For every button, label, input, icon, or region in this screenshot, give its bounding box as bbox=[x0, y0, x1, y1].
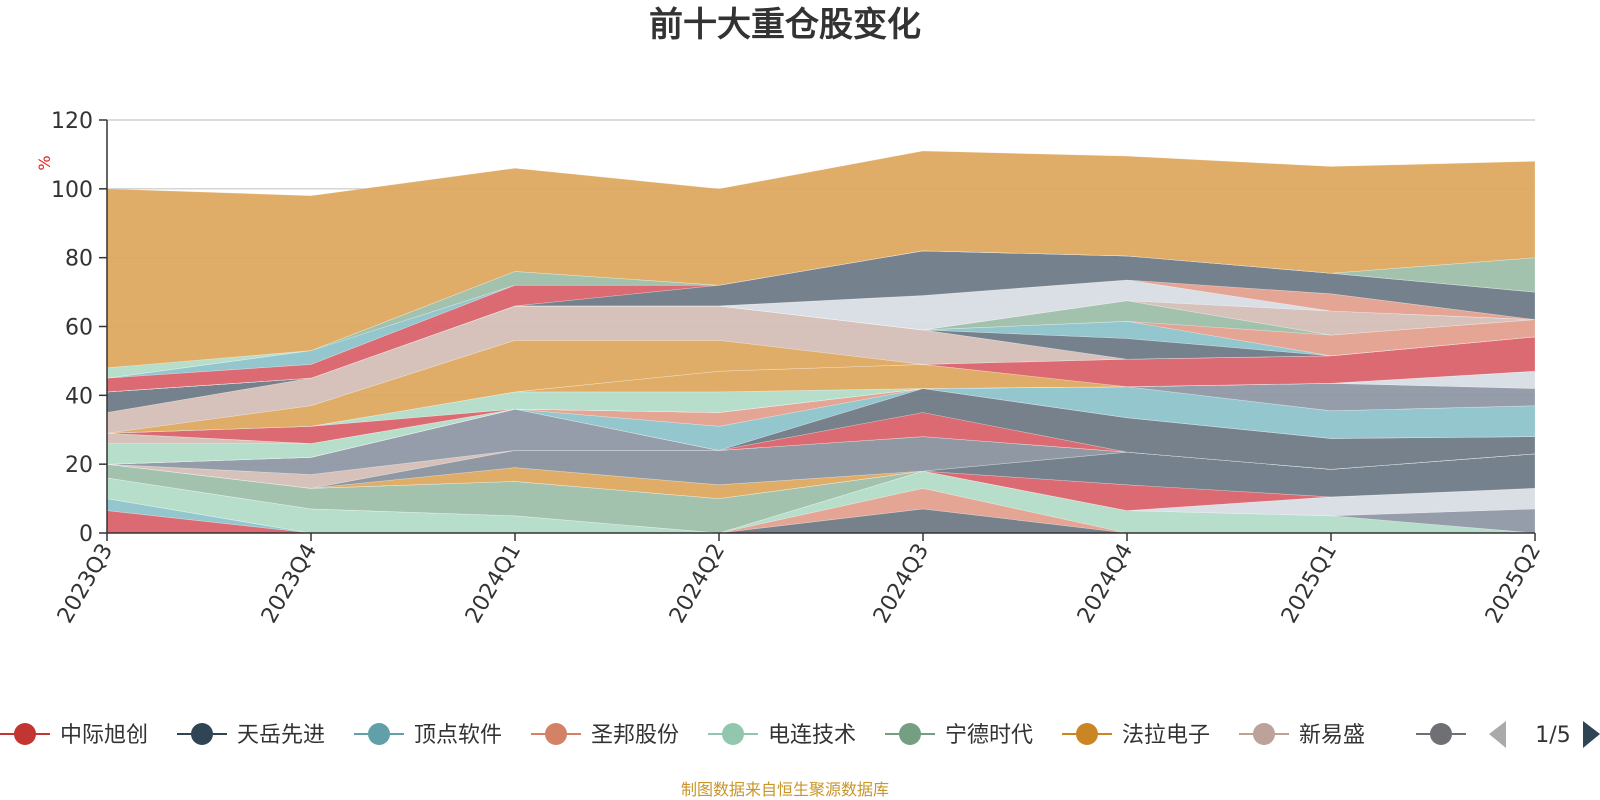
legend-label: 新易盛 bbox=[1299, 723, 1365, 748]
legend-item[interactable]: 中科 bbox=[1416, 723, 1520, 748]
y-tick-label: 100 bbox=[51, 178, 93, 203]
chart-title: 前十大重仓股变化 bbox=[649, 5, 921, 45]
legend-label: 天岳先进 bbox=[237, 723, 325, 748]
y-tick-label: 60 bbox=[65, 316, 93, 341]
stacked-areas bbox=[106, 150, 1536, 534]
legend-label: 圣邦股份 bbox=[591, 723, 679, 748]
y-tick-label: 20 bbox=[65, 453, 93, 478]
x-tick-label: 2024Q3 bbox=[869, 540, 934, 628]
legend-label: 电连技术 bbox=[768, 723, 856, 748]
y-tick-label: 40 bbox=[65, 384, 93, 409]
legend-marker-icon bbox=[191, 723, 213, 745]
legend: 中际旭创 天岳先进 顶点软件 圣邦股份 电连技术 宁德时代 法拉电子 新易盛 中科 bbox=[0, 723, 1520, 748]
legend-label: 宁德时代 bbox=[945, 723, 1033, 748]
legend-marker-icon bbox=[899, 723, 921, 745]
legend-item[interactable]: 法拉电子 bbox=[1062, 723, 1210, 748]
area-series-41[interactable] bbox=[106, 150, 1536, 369]
x-tick-label: 2025Q1 bbox=[1277, 540, 1342, 628]
legend-marker-icon bbox=[368, 723, 390, 745]
x-tick-label: 2023Q3 bbox=[53, 540, 118, 628]
legend-item[interactable]: 新易盛 bbox=[1239, 723, 1365, 748]
y-tick-label: 0 bbox=[79, 522, 93, 547]
x-tick-label: 2025Q2 bbox=[1481, 540, 1546, 628]
legend-item[interactable]: 宁德时代 bbox=[885, 723, 1033, 748]
legend-item[interactable]: 圣邦股份 bbox=[531, 723, 679, 748]
legend-pager: 1/5 bbox=[1489, 721, 1600, 748]
legend-item[interactable]: 中际旭创 bbox=[0, 723, 148, 748]
y-tick-label: 120 bbox=[51, 109, 93, 134]
legend-marker-icon bbox=[722, 723, 744, 745]
legend-marker-icon bbox=[14, 723, 36, 745]
legend-marker-icon bbox=[1430, 723, 1452, 745]
legend-item[interactable]: 顶点软件 bbox=[354, 723, 502, 748]
legend-label: 中科 bbox=[1476, 723, 1520, 748]
legend-item[interactable]: 天岳先进 bbox=[177, 723, 325, 748]
y-tick-label: 80 bbox=[65, 247, 93, 272]
legend-label: 中际旭创 bbox=[60, 723, 148, 748]
x-tick-label: 2024Q4 bbox=[1073, 540, 1138, 628]
x-tick-label: 2024Q1 bbox=[461, 540, 526, 628]
area-series-5[interactable] bbox=[106, 470, 1536, 534]
legend-prev-icon[interactable] bbox=[1489, 721, 1506, 748]
legend-page-indicator: 1/5 bbox=[1535, 723, 1570, 748]
legend-marker-icon bbox=[1253, 723, 1275, 745]
legend-next-icon[interactable] bbox=[1583, 721, 1600, 748]
legend-item[interactable]: 电连技术 bbox=[708, 723, 856, 748]
legend-label: 法拉电子 bbox=[1122, 723, 1210, 748]
legend-marker-icon bbox=[1076, 723, 1098, 745]
x-tick-label: 2023Q4 bbox=[257, 540, 322, 628]
legend-label: 顶点软件 bbox=[414, 723, 502, 748]
legend-marker-icon bbox=[545, 723, 567, 745]
y-axis-unit: % bbox=[35, 155, 54, 170]
data-source-note: 制图数据来自恒生聚源数据库 bbox=[681, 780, 889, 799]
x-tick-label: 2024Q2 bbox=[665, 540, 730, 628]
area-series-6[interactable] bbox=[106, 470, 1536, 534]
